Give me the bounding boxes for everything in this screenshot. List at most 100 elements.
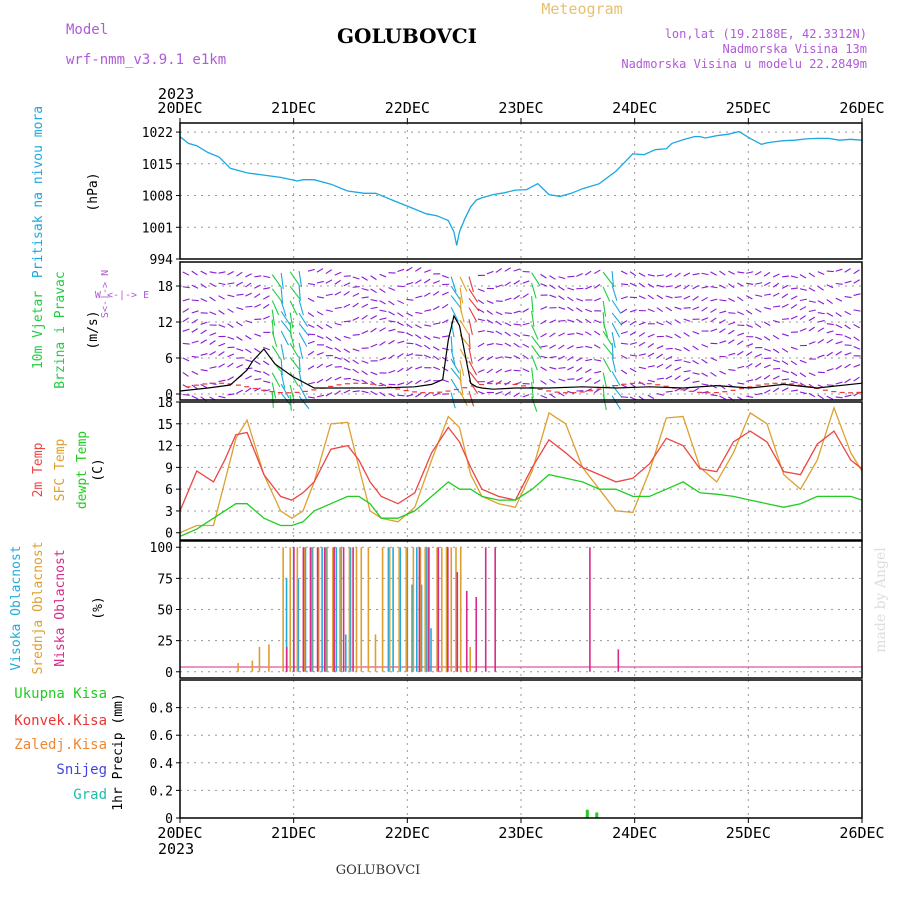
wind-arrow bbox=[415, 324, 422, 329]
wind-arrow bbox=[638, 321, 646, 326]
wind-arrow bbox=[245, 387, 252, 393]
wind-arrow bbox=[486, 368, 494, 374]
wind-arrow bbox=[522, 280, 530, 284]
wind-arrow bbox=[298, 270, 303, 287]
wind-arrow bbox=[468, 307, 478, 322]
wind-arrow bbox=[808, 341, 816, 345]
wind-arrow bbox=[755, 294, 763, 298]
wind-arrow bbox=[433, 336, 441, 339]
wind-arrow bbox=[289, 394, 292, 411]
legend-zaledj-kisa: Zaledj.Kisa bbox=[14, 737, 107, 753]
top-date-label: 21DEC bbox=[271, 99, 316, 117]
wind-arrow bbox=[316, 351, 324, 356]
wind-arrow bbox=[763, 336, 771, 341]
wind-arrow bbox=[683, 370, 691, 373]
wind-arrow bbox=[271, 382, 277, 399]
wind-arrow bbox=[602, 286, 611, 302]
wind-arrow bbox=[307, 381, 315, 385]
wind-arrow bbox=[638, 332, 646, 337]
wind-arrow bbox=[450, 276, 457, 292]
wind-arrow bbox=[343, 377, 351, 380]
wind-arrow bbox=[423, 392, 431, 398]
wind-arrow bbox=[307, 297, 315, 302]
wind-arrow bbox=[602, 343, 614, 357]
wind-arrow bbox=[200, 321, 208, 325]
wind-arrow bbox=[236, 281, 243, 286]
wind-arrow bbox=[254, 303, 261, 308]
wind-arrow bbox=[325, 279, 333, 284]
wind-arrow bbox=[674, 359, 682, 362]
wind-arrow bbox=[245, 335, 252, 340]
wind-arrow bbox=[611, 312, 623, 326]
y-tick-label: 12 bbox=[157, 316, 173, 331]
wind-arrow bbox=[826, 270, 834, 273]
wind-arrow bbox=[459, 319, 469, 335]
panel-frames bbox=[179, 118, 863, 823]
wind-arrow bbox=[397, 367, 404, 373]
wind-arrow bbox=[271, 372, 281, 388]
wind-arrow bbox=[817, 271, 825, 275]
wind-arrow bbox=[647, 294, 655, 300]
wind-arrow bbox=[710, 271, 717, 276]
wind-arrow bbox=[629, 331, 637, 336]
wind-arrow bbox=[754, 323, 762, 328]
wind-arrow bbox=[790, 287, 799, 290]
wind-arrow bbox=[826, 368, 834, 372]
bottom-date-label: 24DEC bbox=[612, 824, 657, 842]
wind-arrow bbox=[701, 358, 708, 364]
wind-arrow bbox=[495, 391, 503, 395]
wind-arrow bbox=[442, 335, 450, 338]
cloud-bars bbox=[237, 547, 620, 672]
wind-arrow bbox=[835, 268, 843, 272]
wind-arrow bbox=[737, 332, 745, 337]
bottom-date-label: 21DEC bbox=[271, 824, 316, 842]
wind-arrow bbox=[629, 354, 638, 357]
wind-arrow bbox=[289, 321, 292, 338]
wind-arrow bbox=[227, 308, 234, 313]
wind-arrow bbox=[379, 300, 386, 305]
wind-arrow bbox=[352, 348, 360, 352]
wind-arrow bbox=[209, 350, 216, 356]
wind-arrow bbox=[254, 369, 262, 373]
wind-arrow bbox=[182, 357, 190, 362]
wind-arrow bbox=[468, 347, 473, 364]
wind-arrow bbox=[701, 383, 709, 386]
wind-arrow bbox=[638, 295, 646, 300]
wind-arrow bbox=[584, 318, 592, 324]
wind-arrow bbox=[209, 271, 217, 274]
wind-arrow bbox=[638, 353, 646, 356]
wind-arrow bbox=[262, 360, 270, 366]
wind-arrow bbox=[370, 306, 378, 310]
wind-arrow bbox=[307, 268, 315, 272]
wind-arrow bbox=[853, 364, 861, 368]
wind-arrow bbox=[826, 395, 834, 400]
wind-arrow bbox=[236, 389, 243, 394]
wind-arrow bbox=[397, 285, 405, 288]
wind-arrow bbox=[289, 342, 299, 358]
wind-arrow bbox=[728, 283, 735, 289]
wind-arrow bbox=[567, 345, 574, 350]
wind-arrow bbox=[611, 285, 618, 301]
wind-arrow bbox=[406, 332, 413, 337]
wind-arrow bbox=[665, 356, 673, 361]
wind-arrow bbox=[692, 380, 700, 383]
wind-arrow bbox=[585, 285, 592, 290]
wind-arrow bbox=[182, 286, 190, 289]
wind-arrow bbox=[844, 268, 851, 273]
wind-arrow bbox=[790, 371, 798, 377]
wind-arrow bbox=[397, 312, 404, 318]
wind-arrow bbox=[388, 300, 395, 306]
wind-arrow bbox=[629, 309, 637, 313]
wind-arrow bbox=[245, 367, 253, 370]
wind-arrow bbox=[433, 280, 440, 284]
wind-arrow bbox=[594, 359, 602, 362]
temp-ylabel-2m: 2m Temp bbox=[31, 442, 46, 497]
wind-arrow bbox=[486, 300, 494, 304]
y-tick-label: 1015 bbox=[142, 158, 173, 173]
credit-watermark: made by Angel bbox=[873, 547, 889, 653]
wind-arrow bbox=[746, 295, 753, 300]
wind-arrow bbox=[513, 268, 521, 272]
wind-arrow bbox=[790, 315, 798, 320]
wind-unit: (m/s) bbox=[86, 310, 101, 349]
wind-arrow bbox=[254, 293, 261, 299]
